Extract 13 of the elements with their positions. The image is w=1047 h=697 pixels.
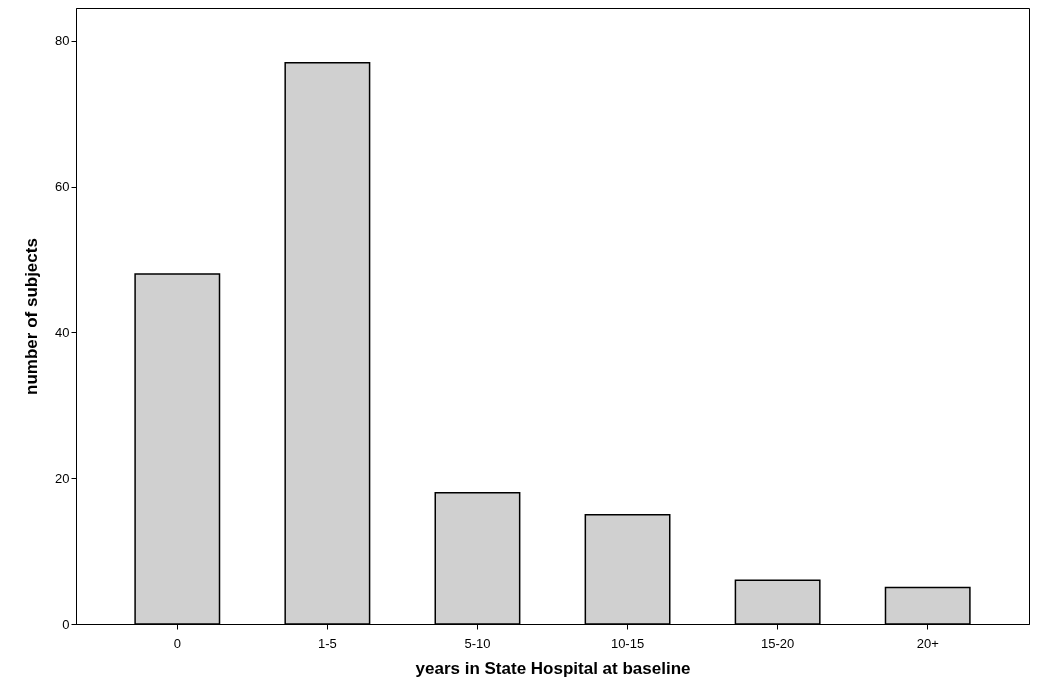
y-tick-label: 20 — [55, 470, 70, 486]
x-axis-title: years in State Hospital at baseline — [415, 658, 691, 678]
x-tick-label: 15-20 — [760, 635, 795, 651]
y-axis-title: number of subjects — [22, 238, 42, 395]
x-tick-label: 20+ — [916, 635, 939, 651]
y-tick-label: 40 — [55, 324, 70, 340]
x-tick-label: 10-15 — [610, 635, 645, 651]
y-tick-label: 60 — [55, 179, 70, 195]
x-tick-label: 0 — [173, 635, 181, 651]
y-tick-label: 0 — [62, 616, 70, 632]
y-tick-label: 80 — [55, 33, 70, 49]
x-tick-label: 1-5 — [317, 635, 337, 651]
x-tick-label: 5-10 — [464, 635, 491, 651]
